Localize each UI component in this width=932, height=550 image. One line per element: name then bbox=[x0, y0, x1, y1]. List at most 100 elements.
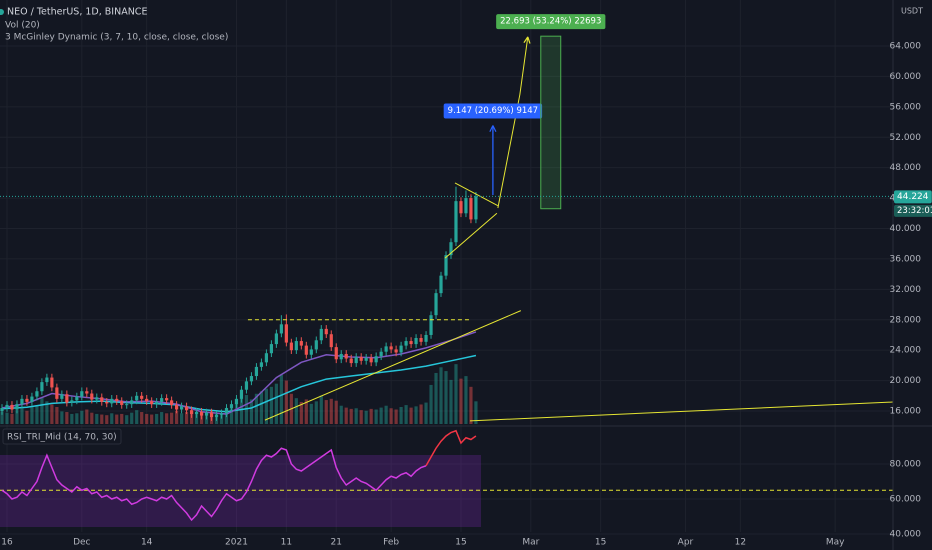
volume-bar bbox=[70, 413, 74, 424]
arrow-head bbox=[489, 125, 494, 133]
candle-body bbox=[160, 398, 164, 402]
candle-body bbox=[150, 401, 154, 405]
volume-bar bbox=[354, 408, 358, 424]
rsi-title: RSI_TRI_Mid (14, 70, 30) bbox=[7, 433, 117, 443]
volume-bar bbox=[10, 413, 14, 424]
y-tick-label: 60.000 bbox=[890, 495, 922, 505]
countdown-label: 23:32:01 bbox=[897, 206, 932, 216]
volume-bar bbox=[60, 411, 64, 424]
candle-body bbox=[105, 401, 109, 404]
volume-bar bbox=[160, 412, 164, 424]
volume-bar bbox=[249, 399, 254, 424]
candle-body bbox=[364, 357, 368, 361]
volume-bar bbox=[314, 401, 318, 424]
volume-bar bbox=[170, 412, 174, 424]
grid bbox=[0, 0, 893, 535]
candle-body bbox=[204, 412, 209, 416]
candle-body bbox=[414, 338, 418, 345]
trend-line bbox=[264, 310, 522, 421]
y-tick-label: 24.000 bbox=[890, 346, 922, 356]
rsi-band bbox=[0, 455, 481, 527]
price-pane: 9.147 (20.69%) 9147 22.693 (53.24%) 22693 bbox=[0, 14, 893, 424]
candle-body bbox=[165, 398, 169, 401]
candle-body bbox=[299, 341, 303, 346]
candle-body bbox=[429, 315, 433, 335]
candle-body bbox=[444, 255, 448, 276]
candle-body bbox=[80, 391, 84, 397]
y-tick-label: 56.000 bbox=[890, 102, 922, 112]
candle-body bbox=[434, 293, 438, 316]
candle-body bbox=[40, 382, 44, 392]
candle-body bbox=[189, 410, 194, 415]
volume-bar bbox=[434, 372, 438, 424]
arrow-head bbox=[527, 36, 531, 44]
volume-bar bbox=[394, 409, 398, 424]
volume-bar bbox=[85, 409, 89, 424]
volume-bar bbox=[399, 406, 403, 424]
volume-bar bbox=[0, 411, 4, 424]
candle-body bbox=[259, 362, 264, 367]
volume-bar bbox=[30, 406, 34, 424]
volume-bar bbox=[374, 409, 378, 424]
label-box bbox=[443, 103, 543, 119]
volume-bar bbox=[15, 410, 19, 424]
volume-bar bbox=[319, 395, 323, 424]
candle-body bbox=[45, 377, 49, 383]
candle-body bbox=[269, 344, 273, 354]
candle-body bbox=[100, 397, 104, 402]
candle-body bbox=[170, 400, 174, 405]
volume-bar bbox=[229, 407, 234, 424]
y-tick-label: 40.000 bbox=[890, 530, 922, 540]
x-tick-label: 15 bbox=[595, 538, 606, 548]
candle-body bbox=[239, 389, 244, 399]
volume-bar bbox=[254, 393, 259, 424]
axes: 16 Dec 14 2021 11 21 Feb 15 Mar 15 Apr 12 May 16.000 2… bbox=[1, 42, 932, 548]
volume-bar bbox=[110, 413, 114, 424]
candle-body bbox=[289, 342, 293, 351]
candle-body bbox=[60, 394, 64, 399]
x-tick-label: 21 bbox=[331, 538, 342, 548]
trend-line bbox=[444, 212, 498, 259]
x-tick-label: 15 bbox=[455, 538, 466, 548]
volume-bar bbox=[449, 379, 453, 424]
volume-bar bbox=[244, 395, 249, 424]
y-tick-label: 52.000 bbox=[890, 133, 922, 143]
candle-body bbox=[369, 357, 373, 363]
x-tick-label: 2021 bbox=[225, 538, 248, 548]
candle-body bbox=[449, 242, 453, 256]
candle-body bbox=[219, 413, 224, 415]
candle-body bbox=[329, 334, 333, 348]
y-tick-label: 80.000 bbox=[890, 459, 922, 469]
volume-bar bbox=[424, 402, 428, 424]
candle-body bbox=[214, 414, 219, 418]
candle-body bbox=[55, 387, 59, 399]
volume-bar bbox=[474, 401, 478, 424]
candle-body bbox=[75, 396, 79, 401]
volume-bar bbox=[95, 413, 99, 424]
volume-bar bbox=[309, 403, 313, 424]
arrow-head bbox=[523, 36, 529, 44]
candle-body bbox=[224, 407, 229, 414]
candle-body bbox=[474, 196, 478, 220]
measure-box bbox=[540, 35, 562, 210]
candle-body bbox=[25, 398, 29, 402]
rsi-line bbox=[425, 429, 477, 467]
candle-body bbox=[314, 340, 318, 350]
candle-body bbox=[464, 198, 468, 214]
volume-bar bbox=[25, 410, 29, 424]
label-box bbox=[496, 14, 606, 30]
x-tick-label: 14 bbox=[141, 538, 153, 548]
volume-bar bbox=[100, 414, 104, 424]
volume-bar bbox=[184, 412, 189, 424]
candle-body bbox=[244, 381, 249, 390]
volume-bar bbox=[379, 407, 383, 424]
volume-bar bbox=[349, 408, 353, 424]
candle-body bbox=[184, 406, 189, 411]
volume-bar bbox=[165, 413, 169, 424]
candle-body bbox=[30, 396, 34, 402]
volume-bar bbox=[339, 405, 343, 424]
volume-bar bbox=[429, 384, 433, 424]
volume-bar bbox=[304, 399, 308, 424]
measure-label: 22.693 (53.24%) 22693 bbox=[500, 17, 601, 27]
